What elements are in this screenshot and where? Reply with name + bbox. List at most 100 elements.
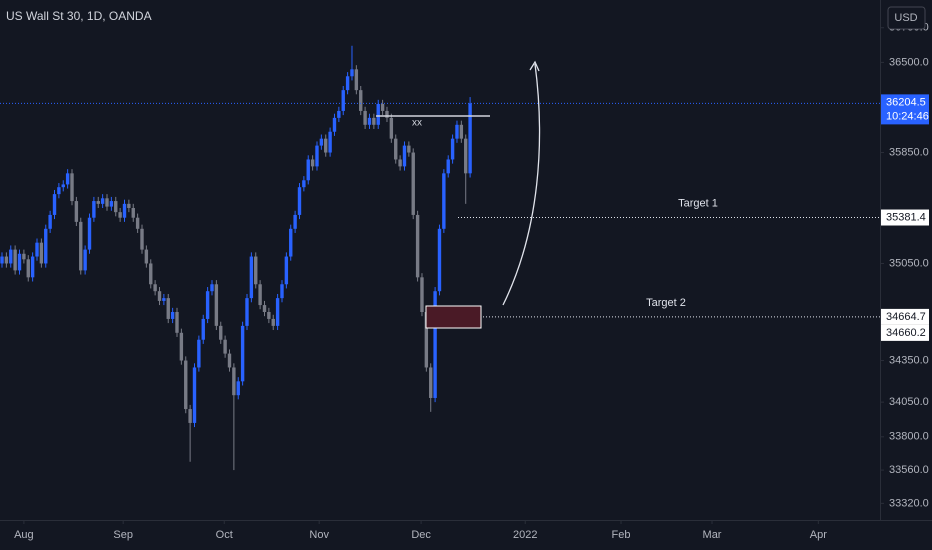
candle-body: [48, 214, 52, 229]
candle-body: [332, 117, 337, 132]
x-tick-label: Apr: [810, 529, 827, 541]
y-tick-label: 33800.0: [889, 431, 929, 443]
candle-body: [166, 298, 170, 319]
candle-body: [450, 138, 455, 160]
currency-box[interactable]: [887, 6, 926, 30]
x-tick-label: Feb: [612, 529, 631, 541]
candle-body: [135, 217, 140, 229]
arrow[interactable]: [502, 63, 541, 306]
candle-body: [415, 214, 420, 278]
candle-body: [258, 284, 262, 306]
candle-body: [254, 256, 258, 285]
arrow-head: [529, 60, 540, 72]
candle-body: [219, 325, 223, 340]
candle-body: [249, 256, 254, 299]
candle-body: [385, 110, 389, 118]
countdown: 10:24:46: [886, 110, 929, 122]
candle-body: [79, 221, 83, 271]
y-tick-label: 33560.0: [889, 464, 929, 476]
candle-body: [227, 353, 232, 368]
candle-body: [459, 124, 464, 139]
candle-body: [201, 318, 205, 340]
candle-body: [109, 201, 114, 207]
candle-body: [271, 318, 275, 326]
candle-body: [153, 284, 157, 292]
candle-body: [245, 298, 249, 326]
candle-body: [302, 180, 306, 188]
candle-body: [57, 187, 61, 195]
candle-body: [310, 159, 315, 167]
candle-body: [4, 256, 9, 264]
candle-body: [140, 228, 144, 250]
candle-body: [96, 201, 100, 204]
candle-body: [105, 198, 109, 207]
last-price-label: 36204.5: [886, 96, 926, 108]
candle-body: [315, 145, 319, 167]
candle-body: [87, 217, 92, 250]
candle-body: [380, 104, 385, 111]
candle-body: [13, 249, 17, 271]
candle-body: [306, 159, 310, 181]
candle-body: [468, 103, 472, 174]
candle-body: [389, 117, 394, 139]
candle-body: [214, 284, 219, 326]
target-label: Target 1: [678, 197, 718, 209]
candle-body: [429, 367, 433, 398]
x-tick-label: Mar: [703, 529, 722, 541]
candle-body: [192, 367, 197, 423]
candle-body: [61, 184, 65, 188]
candle-body: [363, 110, 367, 125]
candle-body: [39, 242, 44, 264]
candle-body: [232, 367, 236, 396]
currency: USD: [894, 12, 917, 24]
candle-body: [293, 214, 297, 229]
candle-body: [240, 325, 245, 382]
plot-layer: 33320.0 33560.0 33800.0 34050.0 34350.0 35050…: [0, 22, 929, 541]
candle-body: [197, 339, 201, 368]
x-tick-label: Nov: [309, 529, 329, 541]
target-label: Target 2: [646, 297, 686, 309]
candle-body: [74, 201, 79, 222]
candle-body: [442, 173, 446, 229]
x-tick-label: Oct: [216, 529, 233, 541]
candle-body: [127, 203, 131, 208]
target-price-label: 35381.4: [886, 211, 926, 223]
candle-body: [345, 76, 350, 91]
candle-body: [35, 242, 39, 257]
candle-body: [236, 381, 240, 396]
candle-body: [297, 187, 302, 215]
candle-body: [280, 284, 284, 299]
candle-body: [376, 104, 380, 125]
zone-box[interactable]: [425, 305, 482, 329]
candle-body: [407, 145, 411, 153]
candle-body: [398, 159, 402, 167]
candle-body: [223, 339, 227, 354]
candle-body: [17, 253, 22, 271]
candle-body: [188, 409, 192, 423]
candle-body: [367, 117, 372, 125]
candle-body: [328, 131, 332, 153]
candle-body: [433, 291, 437, 398]
candle-body: [464, 138, 468, 174]
candle-body: [118, 212, 122, 218]
candle-body: [92, 201, 96, 218]
y-tick-label: 34350.0: [889, 354, 929, 366]
candle-body: [65, 173, 70, 185]
candle-body: [411, 152, 415, 215]
y-tick-label: 33320.0: [889, 497, 929, 509]
candle-body: [267, 312, 271, 319]
candle-body: [455, 124, 459, 139]
candle-body: [437, 228, 442, 292]
candle-body: [131, 208, 135, 218]
candle-body: [149, 263, 153, 285]
candle-body: [157, 291, 162, 301]
candle-body: [359, 90, 363, 111]
candle-body: [175, 312, 179, 333]
candle-body: [52, 194, 57, 215]
drawing-label: xx: [412, 118, 422, 129]
candle-body: [162, 298, 166, 301]
candle-body: [446, 159, 450, 174]
candle-body: [372, 117, 376, 125]
chart-title: US Wall St 30, 1D, OANDA: [6, 9, 152, 23]
